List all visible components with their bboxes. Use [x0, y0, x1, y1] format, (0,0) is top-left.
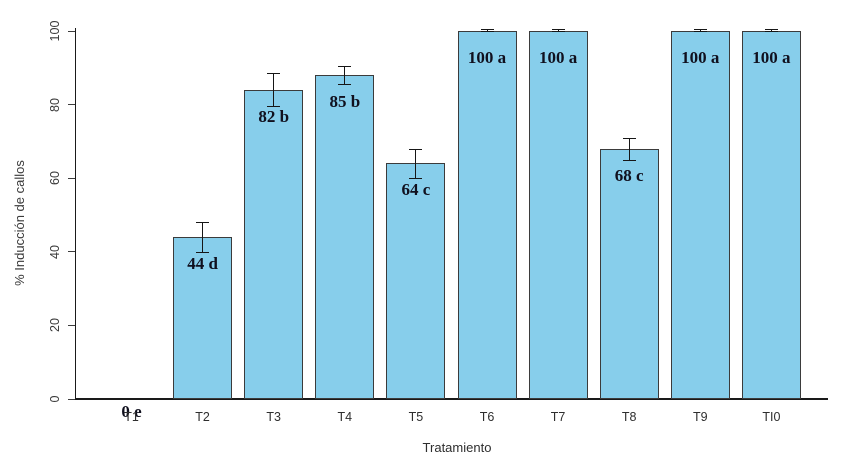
y-axis-line: [75, 28, 76, 400]
error-bar-cap-bottom: [409, 178, 423, 180]
bar-value-label: 100 a: [681, 48, 720, 67]
bar: [173, 237, 233, 399]
error-bar-cap-top: [338, 65, 352, 67]
y-axis-title: % Inducción de callos: [12, 160, 27, 286]
error-bar-line: [628, 137, 630, 160]
y-tick-label: 40: [48, 244, 62, 259]
x-tick-label: T9: [693, 410, 708, 424]
bar: [528, 31, 588, 399]
bar: [457, 31, 517, 399]
error-bar-line: [202, 222, 204, 252]
y-tick-label: 20: [48, 318, 62, 333]
bar: [315, 75, 375, 399]
error-bar-cap-top: [764, 28, 778, 30]
error-bar-line: [273, 73, 275, 107]
y-tick-mark: [68, 398, 75, 400]
y-tick-label: 100: [48, 20, 62, 42]
bar: [386, 163, 446, 399]
error-bar-cap-top: [693, 28, 707, 30]
x-tick-label: T1: [124, 410, 139, 424]
error-bar-cap-top: [480, 28, 494, 30]
x-tick-label: T2: [195, 410, 210, 424]
bar: [244, 89, 304, 399]
x-tick-label: TI0: [762, 410, 781, 424]
error-bar-cap-top: [196, 222, 210, 224]
error-bar-cap-top: [409, 148, 423, 150]
bar-value-label: 82 b: [258, 106, 290, 126]
bar: [741, 31, 801, 399]
y-tick-mark: [68, 30, 75, 32]
x-axis-line: [75, 398, 828, 400]
bar-value-label: 100 a: [467, 48, 507, 67]
error-bar-line: [415, 148, 417, 179]
error-bar-cap-bottom: [622, 159, 636, 161]
error-bar-cap-bottom: [196, 251, 210, 253]
y-tick-label: 80: [48, 97, 62, 112]
bar: [599, 148, 659, 399]
x-axis-title: Tratamiento: [422, 440, 492, 455]
error-bar-cap-top: [267, 73, 281, 75]
x-tick-label: T3: [266, 410, 281, 424]
error-bar-cap-bottom: [764, 30, 778, 32]
x-tick-label: T8: [621, 410, 637, 424]
x-tick-label: T4: [337, 410, 353, 424]
error-bar-cap-bottom: [480, 30, 494, 32]
bar-value-label: 44 d: [187, 254, 218, 274]
error-bar-cap-bottom: [693, 30, 707, 32]
y-tick-mark: [68, 251, 75, 253]
error-bar-cap-bottom: [551, 30, 565, 32]
y-tick-label: 0: [48, 395, 62, 403]
error-bar-cap-bottom: [338, 84, 352, 86]
y-tick-mark: [68, 177, 75, 179]
x-tick-label: T6: [479, 410, 495, 424]
bar: [670, 31, 730, 399]
bar-value-label: 0 e: [121, 402, 142, 421]
x-tick-label: T5: [408, 410, 424, 424]
y-tick-label: 60: [48, 171, 62, 186]
bar-value-label: 85 b: [329, 92, 361, 112]
bar-value-label: 100 a: [752, 48, 791, 67]
error-bar-line: [344, 65, 346, 85]
y-tick-mark: [68, 104, 75, 106]
bar-value-label: 100 a: [538, 48, 578, 67]
error-bar-cap-top: [551, 28, 565, 30]
error-bar-cap-bottom: [267, 106, 281, 108]
error-bar-cap-top: [622, 137, 636, 139]
bar-value-label: 64 c: [401, 180, 431, 200]
x-tick-label: T7: [550, 410, 566, 424]
bar-value-label: 68 c: [614, 165, 644, 185]
y-tick-mark: [68, 324, 75, 326]
